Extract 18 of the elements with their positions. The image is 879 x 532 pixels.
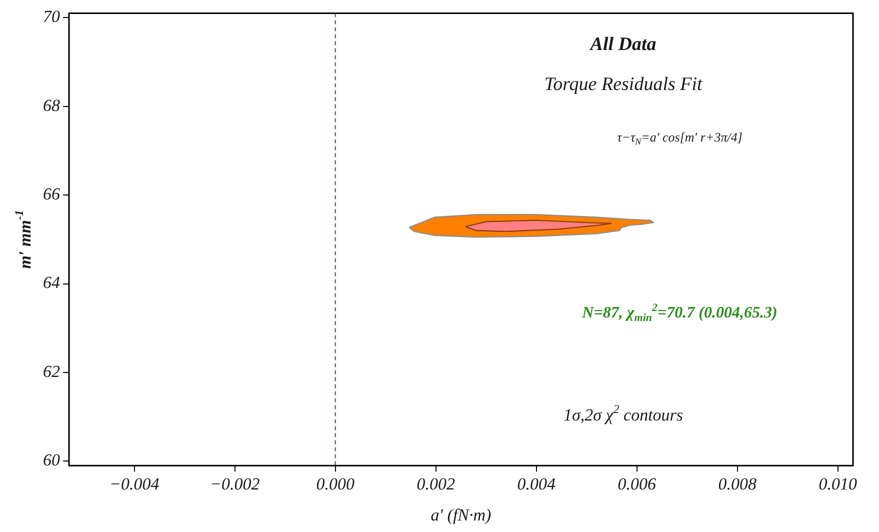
y-axis-title: m′ mm-1 <box>12 210 34 269</box>
y-tick-label: 68 <box>43 96 60 115</box>
x-tick-label: 0.010 <box>818 474 858 494</box>
y-tick-label: 70 <box>43 7 60 26</box>
y-tick-label: 66 <box>43 184 60 204</box>
x-tick-label: −0.002 <box>210 474 260 494</box>
x-tick-label: 0.004 <box>517 474 556 494</box>
x-tick-label: 0.000 <box>316 474 355 494</box>
y-tick-label: 62 <box>43 362 60 381</box>
x-tick-label: 0.002 <box>416 474 456 494</box>
x-tick-label: 0.008 <box>718 474 758 494</box>
text: Torque Residuals Fit <box>544 74 704 96</box>
x-axis-title: a′ (fN·m) <box>430 505 492 524</box>
y-tick-label: 60 <box>43 450 60 470</box>
y-tick-label: 64 <box>43 273 60 292</box>
x-tick-label: 0.006 <box>618 474 657 494</box>
x-tick-label: −0.004 <box>109 474 160 494</box>
text: All Data <box>589 34 657 56</box>
